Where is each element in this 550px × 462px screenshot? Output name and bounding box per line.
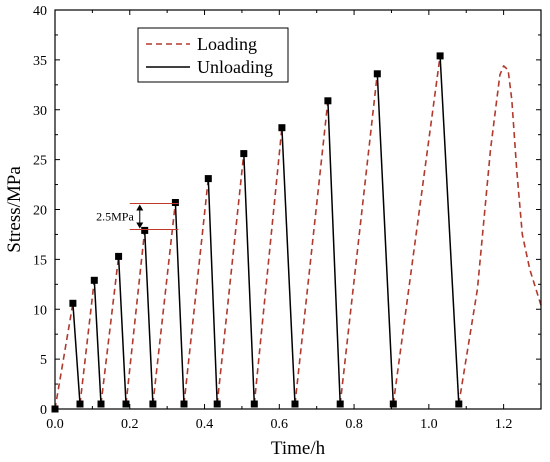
unloading-segment-8 (327, 100, 341, 405)
data-marker-22 (455, 400, 463, 408)
data-marker-19 (373, 70, 381, 78)
x-axis-title: Time/h (271, 438, 326, 459)
data-marker-16 (291, 400, 299, 408)
unloading-segment-4 (174, 202, 185, 405)
data-marker-3 (90, 276, 98, 284)
y-tick-label: 0 (40, 403, 47, 418)
data-marker-20 (389, 400, 397, 408)
x-tick-label: 0.0 (46, 417, 64, 432)
data-marker-9 (171, 199, 179, 206)
legend-label-loading: Loading (197, 34, 257, 54)
data-marker-1 (69, 299, 77, 307)
loading-segment-9 (339, 73, 379, 405)
data-marker-10 (180, 400, 188, 408)
data-marker-14 (250, 400, 258, 408)
plot-markers (51, 52, 463, 413)
y-tick-label: 35 (33, 54, 47, 69)
x-tick-label: 0.2 (121, 417, 139, 432)
y-tick-label: 40 (33, 4, 47, 19)
data-marker-8 (149, 400, 157, 408)
annotation-arrowhead-down (136, 222, 144, 229)
data-marker-18 (336, 400, 344, 408)
unloading-segment-3 (143, 230, 154, 405)
data-marker-15 (278, 124, 286, 132)
loading-segment-3 (125, 230, 146, 405)
data-marker-5 (115, 252, 123, 260)
plot-series (54, 55, 542, 410)
loading-segment-11 (458, 65, 542, 405)
x-tick-label: 0.8 (345, 417, 363, 432)
loading-segment-6 (216, 153, 245, 405)
x-tick-label: 1.0 (420, 417, 438, 432)
loading-segment-0 (54, 303, 74, 410)
axis-ticks: 0.0 0.2 0.4 0.6 0.8 1.0 1.2 0 5 10 15 20 25 30 35 40 (33, 4, 542, 432)
unloading-segment-2 (117, 256, 127, 405)
y-tick-label: 10 (33, 303, 47, 318)
annotation-arrowhead-up (136, 204, 144, 211)
loading-segment-7 (253, 127, 283, 405)
y-tick-label: 30 (33, 104, 47, 119)
y-tick-label: 20 (33, 204, 47, 219)
legend-box (137, 27, 289, 83)
unloading-segment-9 (376, 73, 395, 405)
data-marker-11 (204, 175, 212, 183)
y-axis-title: Stress/MPa (4, 166, 25, 253)
data-marker-4 (97, 400, 105, 408)
x-tick-label: 0.4 (196, 417, 214, 432)
unloading-segment-0 (72, 303, 81, 405)
unloading-segment-7 (281, 127, 296, 405)
unloading-segment-5 (207, 178, 218, 405)
y-tick-label: 15 (33, 253, 47, 268)
stress-increment-annotation: 2.5MPa (96, 203, 179, 230)
data-marker-6 (122, 400, 130, 408)
y-tick-label: 25 (33, 154, 47, 169)
legend: Loading Unloading (137, 27, 289, 83)
x-tick-label: 0.6 (271, 417, 289, 432)
loading-segment-5 (183, 178, 210, 405)
loading-segment-1 (79, 280, 96, 405)
loading-segment-4 (152, 202, 177, 405)
annotation-label: 2.5MPa (96, 209, 134, 223)
unloading-segment-10 (439, 55, 460, 405)
loading-segment-8 (294, 100, 329, 405)
data-marker-7 (141, 226, 149, 234)
data-marker-17 (324, 97, 332, 105)
y-tick-label: 5 (40, 353, 47, 368)
series-unloading (72, 55, 460, 405)
legend-label-unloading: Unloading (197, 57, 273, 77)
data-marker-21 (436, 52, 444, 60)
data-marker-12 (213, 400, 221, 408)
loading-segment-2 (100, 256, 120, 405)
loading-segment-10 (392, 55, 441, 405)
data-marker-13 (240, 150, 248, 158)
unloading-segment-1 (93, 280, 102, 405)
series-loading (54, 55, 542, 410)
data-marker-2 (76, 400, 84, 408)
unloading-segment-6 (243, 153, 256, 405)
x-tick-label: 1.2 (495, 417, 513, 432)
